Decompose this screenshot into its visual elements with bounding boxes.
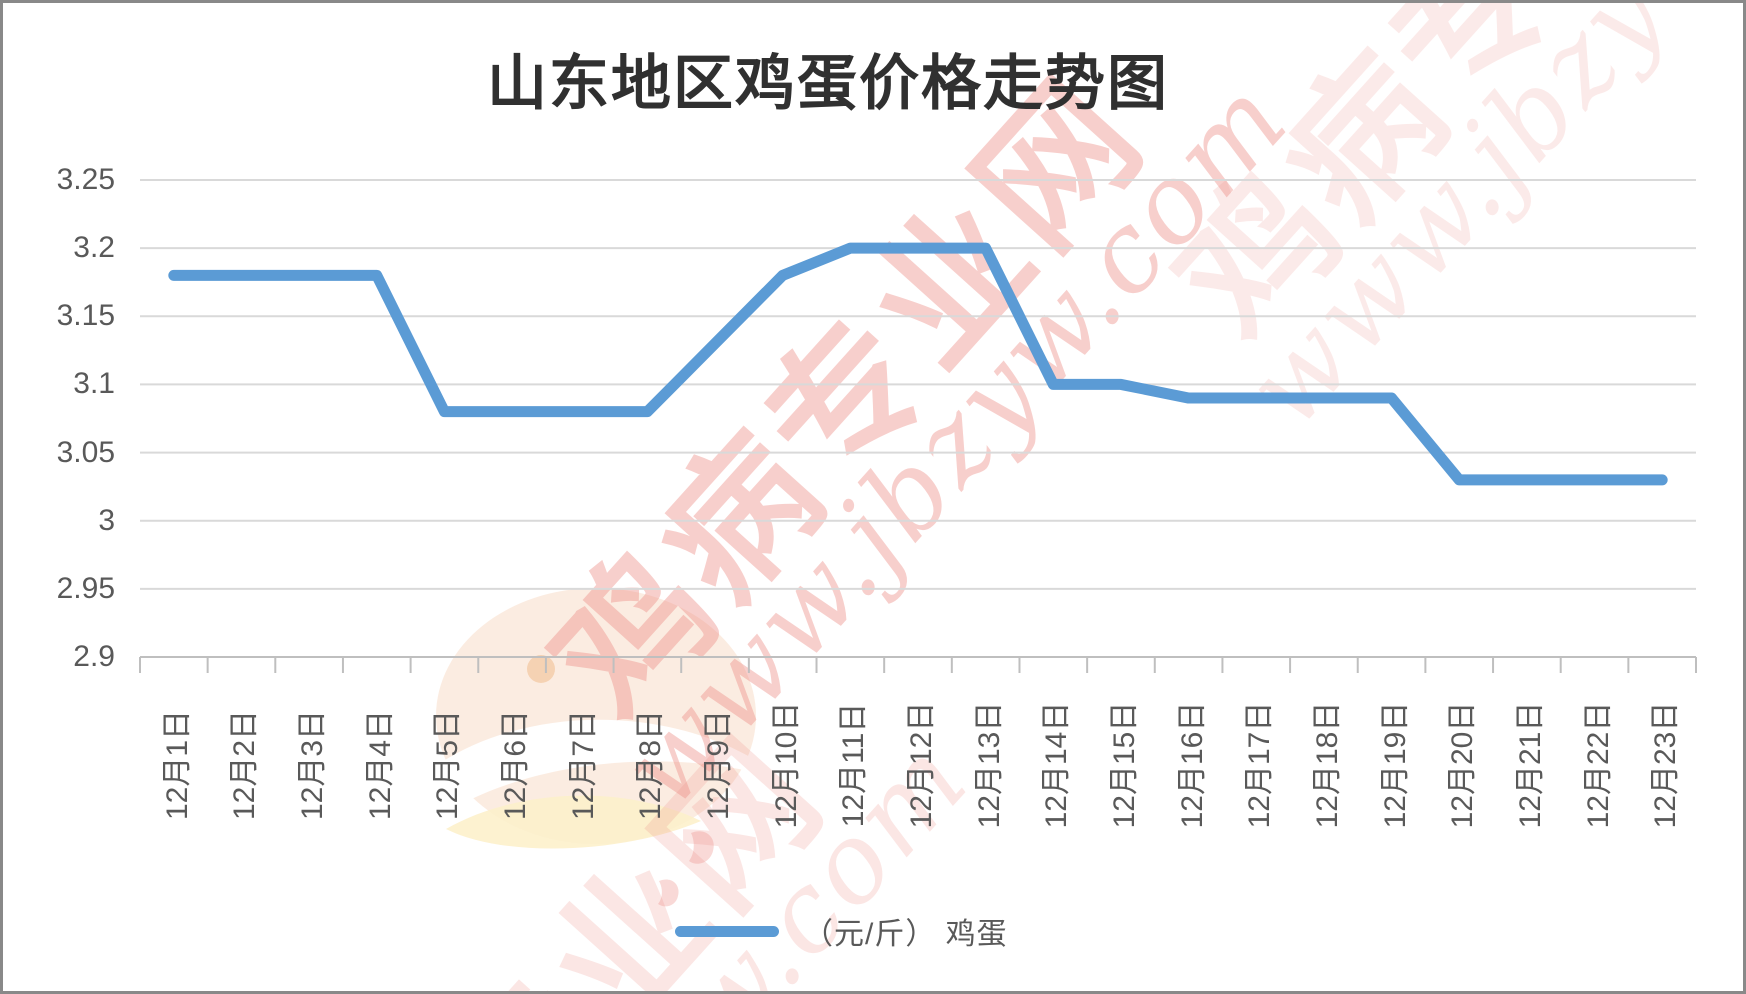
x-tick-label: 12月4日 bbox=[363, 709, 397, 821]
x-tick-label: 12月21日 bbox=[1513, 701, 1547, 829]
y-tick-label: 3.05 bbox=[56, 435, 115, 469]
y-tick-label: 2.95 bbox=[56, 571, 115, 605]
x-tick-label: 12月19日 bbox=[1378, 701, 1412, 829]
series-line-（元/斤） 鸡蛋 bbox=[168, 242, 1668, 486]
x-tick-label: 12月1日 bbox=[160, 709, 194, 821]
x-tick-label: 12月16日 bbox=[1175, 701, 1209, 829]
x-tick-label: 12月5日 bbox=[431, 709, 465, 821]
x-tick-label: 12月13日 bbox=[972, 701, 1006, 829]
legend: （元/斤） 鸡蛋 bbox=[675, 909, 1008, 953]
x-tick-label: 12月23日 bbox=[1649, 701, 1683, 829]
plot-area bbox=[139, 179, 1697, 673]
x-tick-label: 12月11日 bbox=[837, 702, 871, 828]
x-tick-label: 12月9日 bbox=[702, 709, 736, 821]
x-tick-label: 12月14日 bbox=[1040, 701, 1074, 829]
y-tick-label: 2.9 bbox=[73, 640, 115, 673]
x-tick-label: 12月12日 bbox=[905, 701, 938, 829]
x-tick-label: 12月17日 bbox=[1243, 701, 1277, 829]
chart-title: 山东地区鸡蛋价格走势图 bbox=[487, 51, 1169, 117]
x-tick-label: 12月22日 bbox=[1581, 701, 1615, 829]
x-tick-label: 12月10日 bbox=[769, 701, 803, 829]
legend-label: （元/斤） 鸡蛋 bbox=[803, 918, 1008, 951]
x-tick-label: 12月2日 bbox=[228, 709, 262, 821]
x-tick-label: 12月6日 bbox=[499, 709, 533, 821]
y-tick-label: 3.25 bbox=[56, 163, 115, 196]
x-tick-label: 12月20日 bbox=[1446, 701, 1480, 829]
y-tick-label: 3.2 bbox=[73, 231, 115, 265]
legend-line-swatch bbox=[675, 925, 779, 937]
x-tick-label: 12月3日 bbox=[296, 709, 330, 821]
x-tick-label: 12月15日 bbox=[1107, 701, 1141, 829]
y-tick-label: 3.1 bbox=[73, 367, 115, 401]
x-tick-label: 12月7日 bbox=[566, 709, 600, 821]
x-tick-label: 12月18日 bbox=[1310, 701, 1344, 829]
x-tick-label: 12月8日 bbox=[634, 709, 668, 821]
y-tick-label: 3 bbox=[98, 503, 115, 537]
y-tick-label: 3.15 bbox=[56, 299, 115, 333]
